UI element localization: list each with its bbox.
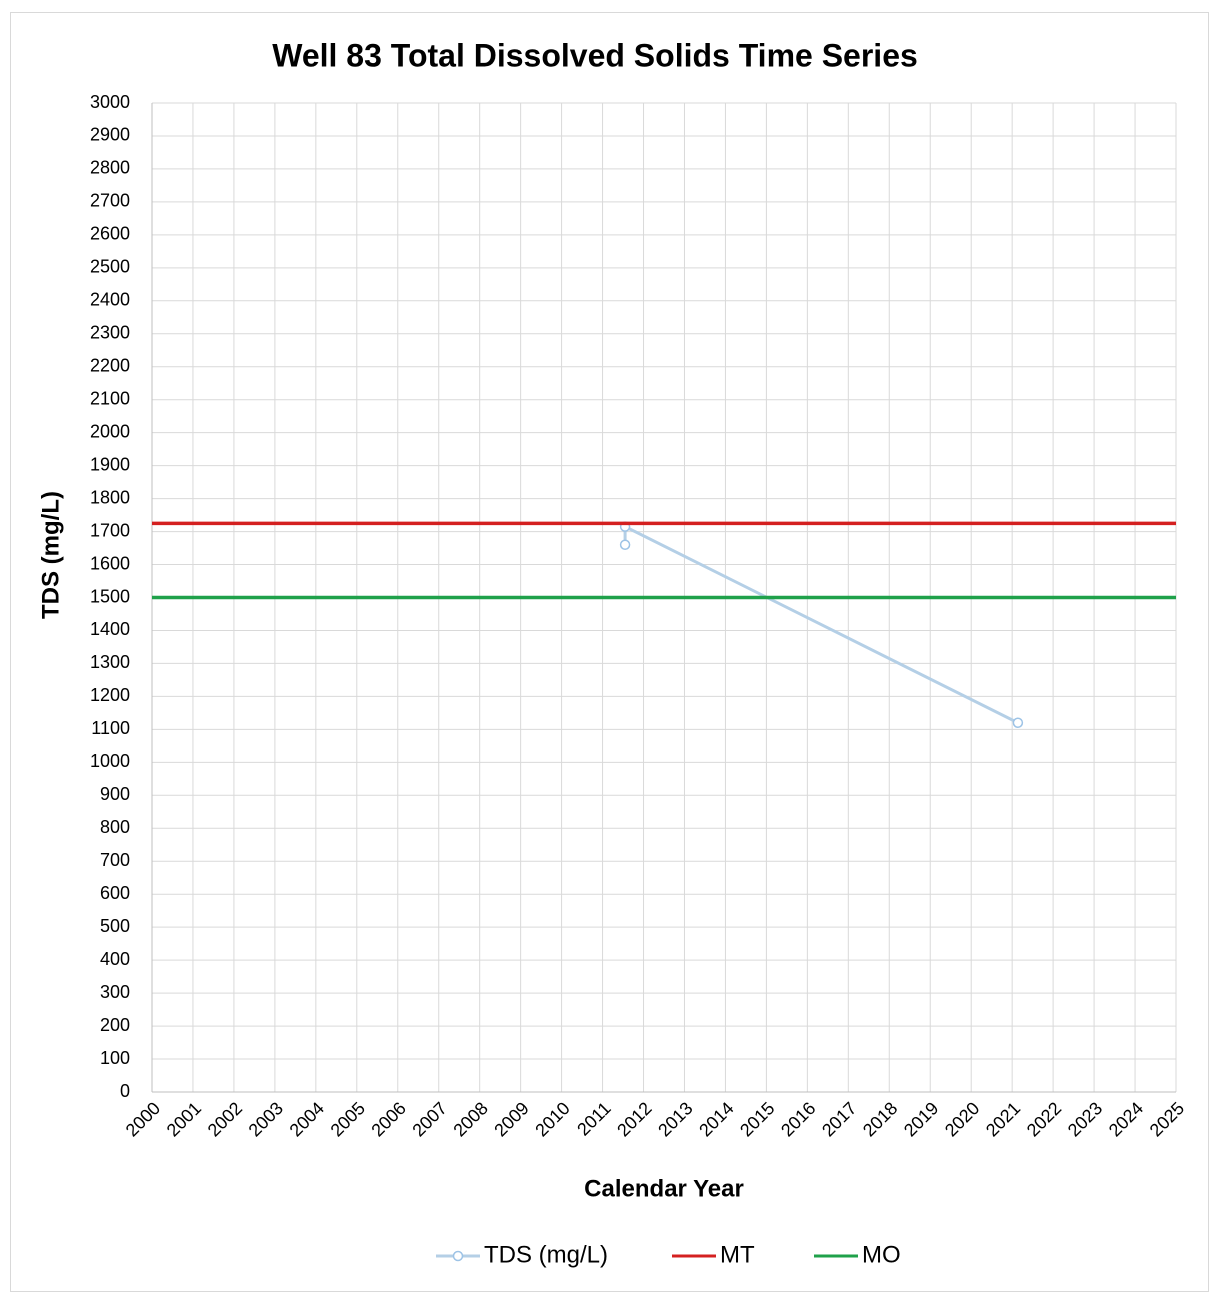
- y-tick-label: 2300: [90, 323, 130, 343]
- legend-label: MO: [862, 1241, 901, 1268]
- x-tick-label: 2018: [859, 1098, 901, 1140]
- y-tick-label: 700: [100, 850, 130, 870]
- y-tick-label: 3000: [90, 92, 130, 112]
- y-tick-label: 600: [100, 883, 130, 903]
- x-tick-label: 2008: [449, 1098, 491, 1140]
- y-tick-label: 800: [100, 817, 130, 837]
- x-tick-label: 2005: [327, 1098, 369, 1140]
- y-tick-label: 500: [100, 916, 130, 936]
- y-tick-label: 1400: [90, 619, 130, 639]
- y-tick-label: 1600: [90, 553, 130, 573]
- x-tick-label: 2017: [818, 1098, 860, 1140]
- y-tick-label: 1000: [90, 751, 130, 771]
- x-tick-label: 2014: [695, 1098, 737, 1140]
- y-tick-label: 1900: [90, 454, 130, 474]
- x-tick-label: 2007: [408, 1098, 450, 1140]
- y-tick-label: 2700: [90, 191, 130, 211]
- x-tick-label: 2023: [1064, 1098, 1106, 1140]
- legend-label: MT: [720, 1241, 755, 1268]
- y-tick-label: 2900: [90, 125, 130, 145]
- x-tick-label: 2006: [367, 1098, 409, 1140]
- y-tick-label: 2400: [90, 290, 130, 310]
- y-tick-label: 1500: [90, 586, 130, 606]
- x-tick-label: 2001: [163, 1098, 205, 1140]
- x-tick-label: 2004: [286, 1098, 328, 1140]
- y-tick-label: 1700: [90, 520, 130, 540]
- x-tick-label: 2010: [531, 1098, 573, 1140]
- y-tick-label: 1100: [91, 718, 130, 738]
- legend-label: TDS (mg/L): [484, 1241, 608, 1268]
- x-tick-label: 2011: [573, 1098, 615, 1140]
- y-tick-label: 400: [100, 949, 130, 969]
- x-tick-label: 2002: [204, 1098, 246, 1140]
- x-tick-label: 2024: [1105, 1098, 1147, 1140]
- x-tick-label: 2020: [941, 1098, 983, 1140]
- y-tick-label: 1300: [90, 652, 130, 672]
- y-tick-label: 1800: [90, 487, 130, 507]
- y-tick-label: 2600: [90, 224, 130, 244]
- y-tick-label: 300: [100, 982, 130, 1002]
- y-tick-label: 2000: [90, 421, 130, 441]
- data-point: [1012, 717, 1024, 729]
- x-tick-label: 2015: [736, 1098, 778, 1140]
- x-tick-label: 2019: [900, 1098, 942, 1140]
- y-tick-label: 1200: [90, 685, 130, 705]
- y-tick-label: 100: [100, 1048, 130, 1068]
- x-tick-label: 2000: [122, 1098, 164, 1140]
- data-point: [619, 539, 631, 551]
- y-tick-label: 2800: [90, 158, 130, 178]
- y-tick-label: 900: [100, 784, 130, 804]
- y-tick-label: 2500: [90, 257, 130, 277]
- y-tick-label: 2200: [90, 355, 130, 375]
- x-tick-label: 2022: [1023, 1098, 1065, 1140]
- x-tick-label: 2013: [654, 1098, 696, 1140]
- y-tick-label: 0: [120, 1081, 130, 1101]
- x-axis-label: Calendar Year: [584, 1175, 744, 1202]
- x-tick-label: 2016: [777, 1098, 819, 1140]
- y-tick-label: 2100: [90, 388, 130, 408]
- y-axis-label: TDS (mg/L): [37, 491, 64, 619]
- chart-title: Well 83 Total Dissolved Solids Time Seri…: [272, 37, 918, 73]
- x-tick-label: 2021: [982, 1098, 1024, 1140]
- legend-marker: [452, 1250, 464, 1262]
- x-tick-label: 2003: [245, 1098, 287, 1140]
- x-tick-label: 2012: [613, 1098, 655, 1140]
- x-tick-label: 2009: [490, 1098, 532, 1140]
- y-tick-label: 200: [100, 1015, 130, 1035]
- x-tick-label: 2025: [1146, 1098, 1188, 1140]
